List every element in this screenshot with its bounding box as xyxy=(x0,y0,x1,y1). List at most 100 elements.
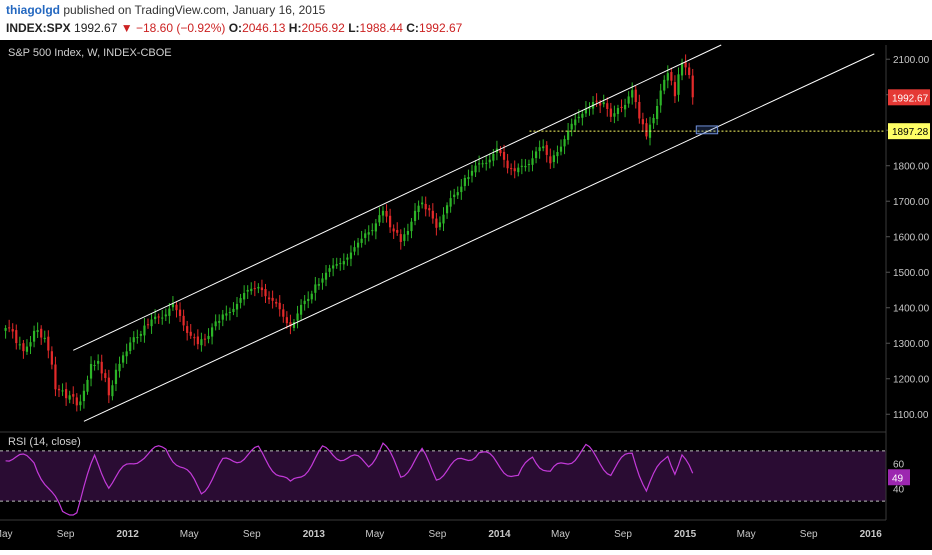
candle-body xyxy=(616,108,620,114)
candle-body xyxy=(574,119,577,126)
channel-line-lower xyxy=(83,53,875,422)
candle-body xyxy=(421,202,424,205)
last-price: 1992.67 xyxy=(74,21,118,35)
candle-body xyxy=(378,215,381,223)
candle-body xyxy=(549,156,552,164)
chart-area[interactable]: 1100.00 1200.00 1300.00 1400.00 1500.00 1600.… xyxy=(0,40,932,550)
candle-body xyxy=(29,342,32,347)
candle-body xyxy=(396,230,399,233)
candle-body xyxy=(136,337,139,339)
candle-body xyxy=(449,198,452,207)
candle-body xyxy=(61,390,64,392)
candle-body xyxy=(403,234,406,241)
candle-body xyxy=(97,360,100,364)
candle-body xyxy=(75,397,78,406)
rsi-tick-label: 40 xyxy=(893,485,905,496)
x-tick-label: Sep xyxy=(243,529,261,540)
candle-body xyxy=(104,373,107,378)
channel-line-upper xyxy=(73,44,722,351)
close-label: C: xyxy=(406,21,419,35)
candle-body xyxy=(332,265,335,269)
author-link[interactable]: thiagolgd xyxy=(6,3,60,17)
candle-body xyxy=(367,232,370,235)
candle-body xyxy=(307,298,310,302)
candle-body xyxy=(314,284,317,293)
rsi-pane[interactable] xyxy=(0,442,886,516)
candle-body xyxy=(481,163,484,165)
candle-body xyxy=(584,108,588,114)
publish-line: thiagolgd published on TradingView.com, … xyxy=(6,3,325,17)
candle-body xyxy=(577,116,580,119)
price-pane[interactable] xyxy=(4,44,886,422)
y-tick-label: 2100.00 xyxy=(893,55,930,66)
candle-body xyxy=(299,304,303,315)
candle-body xyxy=(157,316,160,318)
candle-body xyxy=(456,192,459,196)
candle-body xyxy=(623,104,627,110)
open-value: 2046.13 xyxy=(242,21,286,35)
candle-body xyxy=(310,293,313,300)
candle-body xyxy=(410,221,413,232)
axes: 1100.00 1200.00 1300.00 1400.00 1500.00 1600.… xyxy=(0,45,930,540)
candle-body xyxy=(239,298,242,303)
x-tick-label: 2016 xyxy=(860,529,883,540)
candle-body xyxy=(89,364,93,379)
chart-svg[interactable]: 1100.00 1200.00 1300.00 1400.00 1500.00 1600.… xyxy=(0,40,932,550)
candle-body xyxy=(36,330,39,332)
candle-body xyxy=(15,330,18,344)
candle-body xyxy=(381,210,385,216)
candle-body xyxy=(385,210,388,217)
candle-body xyxy=(139,334,142,336)
candle-body xyxy=(460,186,463,193)
symbol-label: INDEX:SPX xyxy=(6,21,71,35)
candle-body xyxy=(50,351,53,365)
candle-body xyxy=(506,160,509,169)
y-tick-label: 1100.00 xyxy=(893,410,929,421)
candle-body xyxy=(342,261,345,265)
candle-body xyxy=(4,327,7,331)
candle-body xyxy=(250,288,253,292)
candle-body xyxy=(631,90,634,98)
candle-body xyxy=(285,317,288,324)
candle-body xyxy=(360,238,363,243)
y-tick-label: 1700.00 xyxy=(893,197,930,208)
price-change: ▼ −18.60 (−0.92%) xyxy=(120,21,226,35)
x-tick-label: 2012 xyxy=(117,529,140,540)
candle-body xyxy=(303,300,306,305)
candle-body xyxy=(171,303,175,308)
x-tick-label: Sep xyxy=(614,529,632,540)
x-tick-label: 2014 xyxy=(488,529,511,540)
candle-body xyxy=(356,242,360,248)
chart-title: S&P 500 Index, W, INDEX-CBOE xyxy=(8,47,172,59)
candle-body xyxy=(606,103,609,109)
candle-body xyxy=(43,337,46,339)
candle-body xyxy=(79,401,82,406)
last-price-badge xyxy=(888,89,930,106)
candle-body xyxy=(534,151,538,159)
candle-body xyxy=(54,364,57,390)
candle-body xyxy=(154,316,157,320)
x-tick-label: May xyxy=(365,529,384,540)
candle-body xyxy=(86,379,89,392)
candle-body xyxy=(243,293,246,300)
candle-body xyxy=(634,89,637,103)
candle-body xyxy=(392,228,395,232)
candle-body xyxy=(125,351,128,357)
candle-body xyxy=(499,149,502,154)
candle-body xyxy=(371,230,374,232)
candle-body xyxy=(673,82,677,97)
candle-body xyxy=(232,308,235,313)
rsi-tick-label: 60 xyxy=(893,459,905,470)
y-tick-label: 1800.00 xyxy=(893,162,930,173)
open-label: O: xyxy=(228,21,243,35)
candle-body xyxy=(164,314,167,317)
y-tick-label: 1300.00 xyxy=(893,339,930,350)
candle-body xyxy=(289,322,292,327)
level-badge-text: 1897.28 xyxy=(892,127,929,138)
candle-body xyxy=(531,158,534,165)
candle-body xyxy=(22,343,25,352)
candle-body xyxy=(542,146,545,149)
candle-body xyxy=(570,123,573,130)
candle-body xyxy=(8,327,11,329)
candle-body xyxy=(538,147,541,152)
